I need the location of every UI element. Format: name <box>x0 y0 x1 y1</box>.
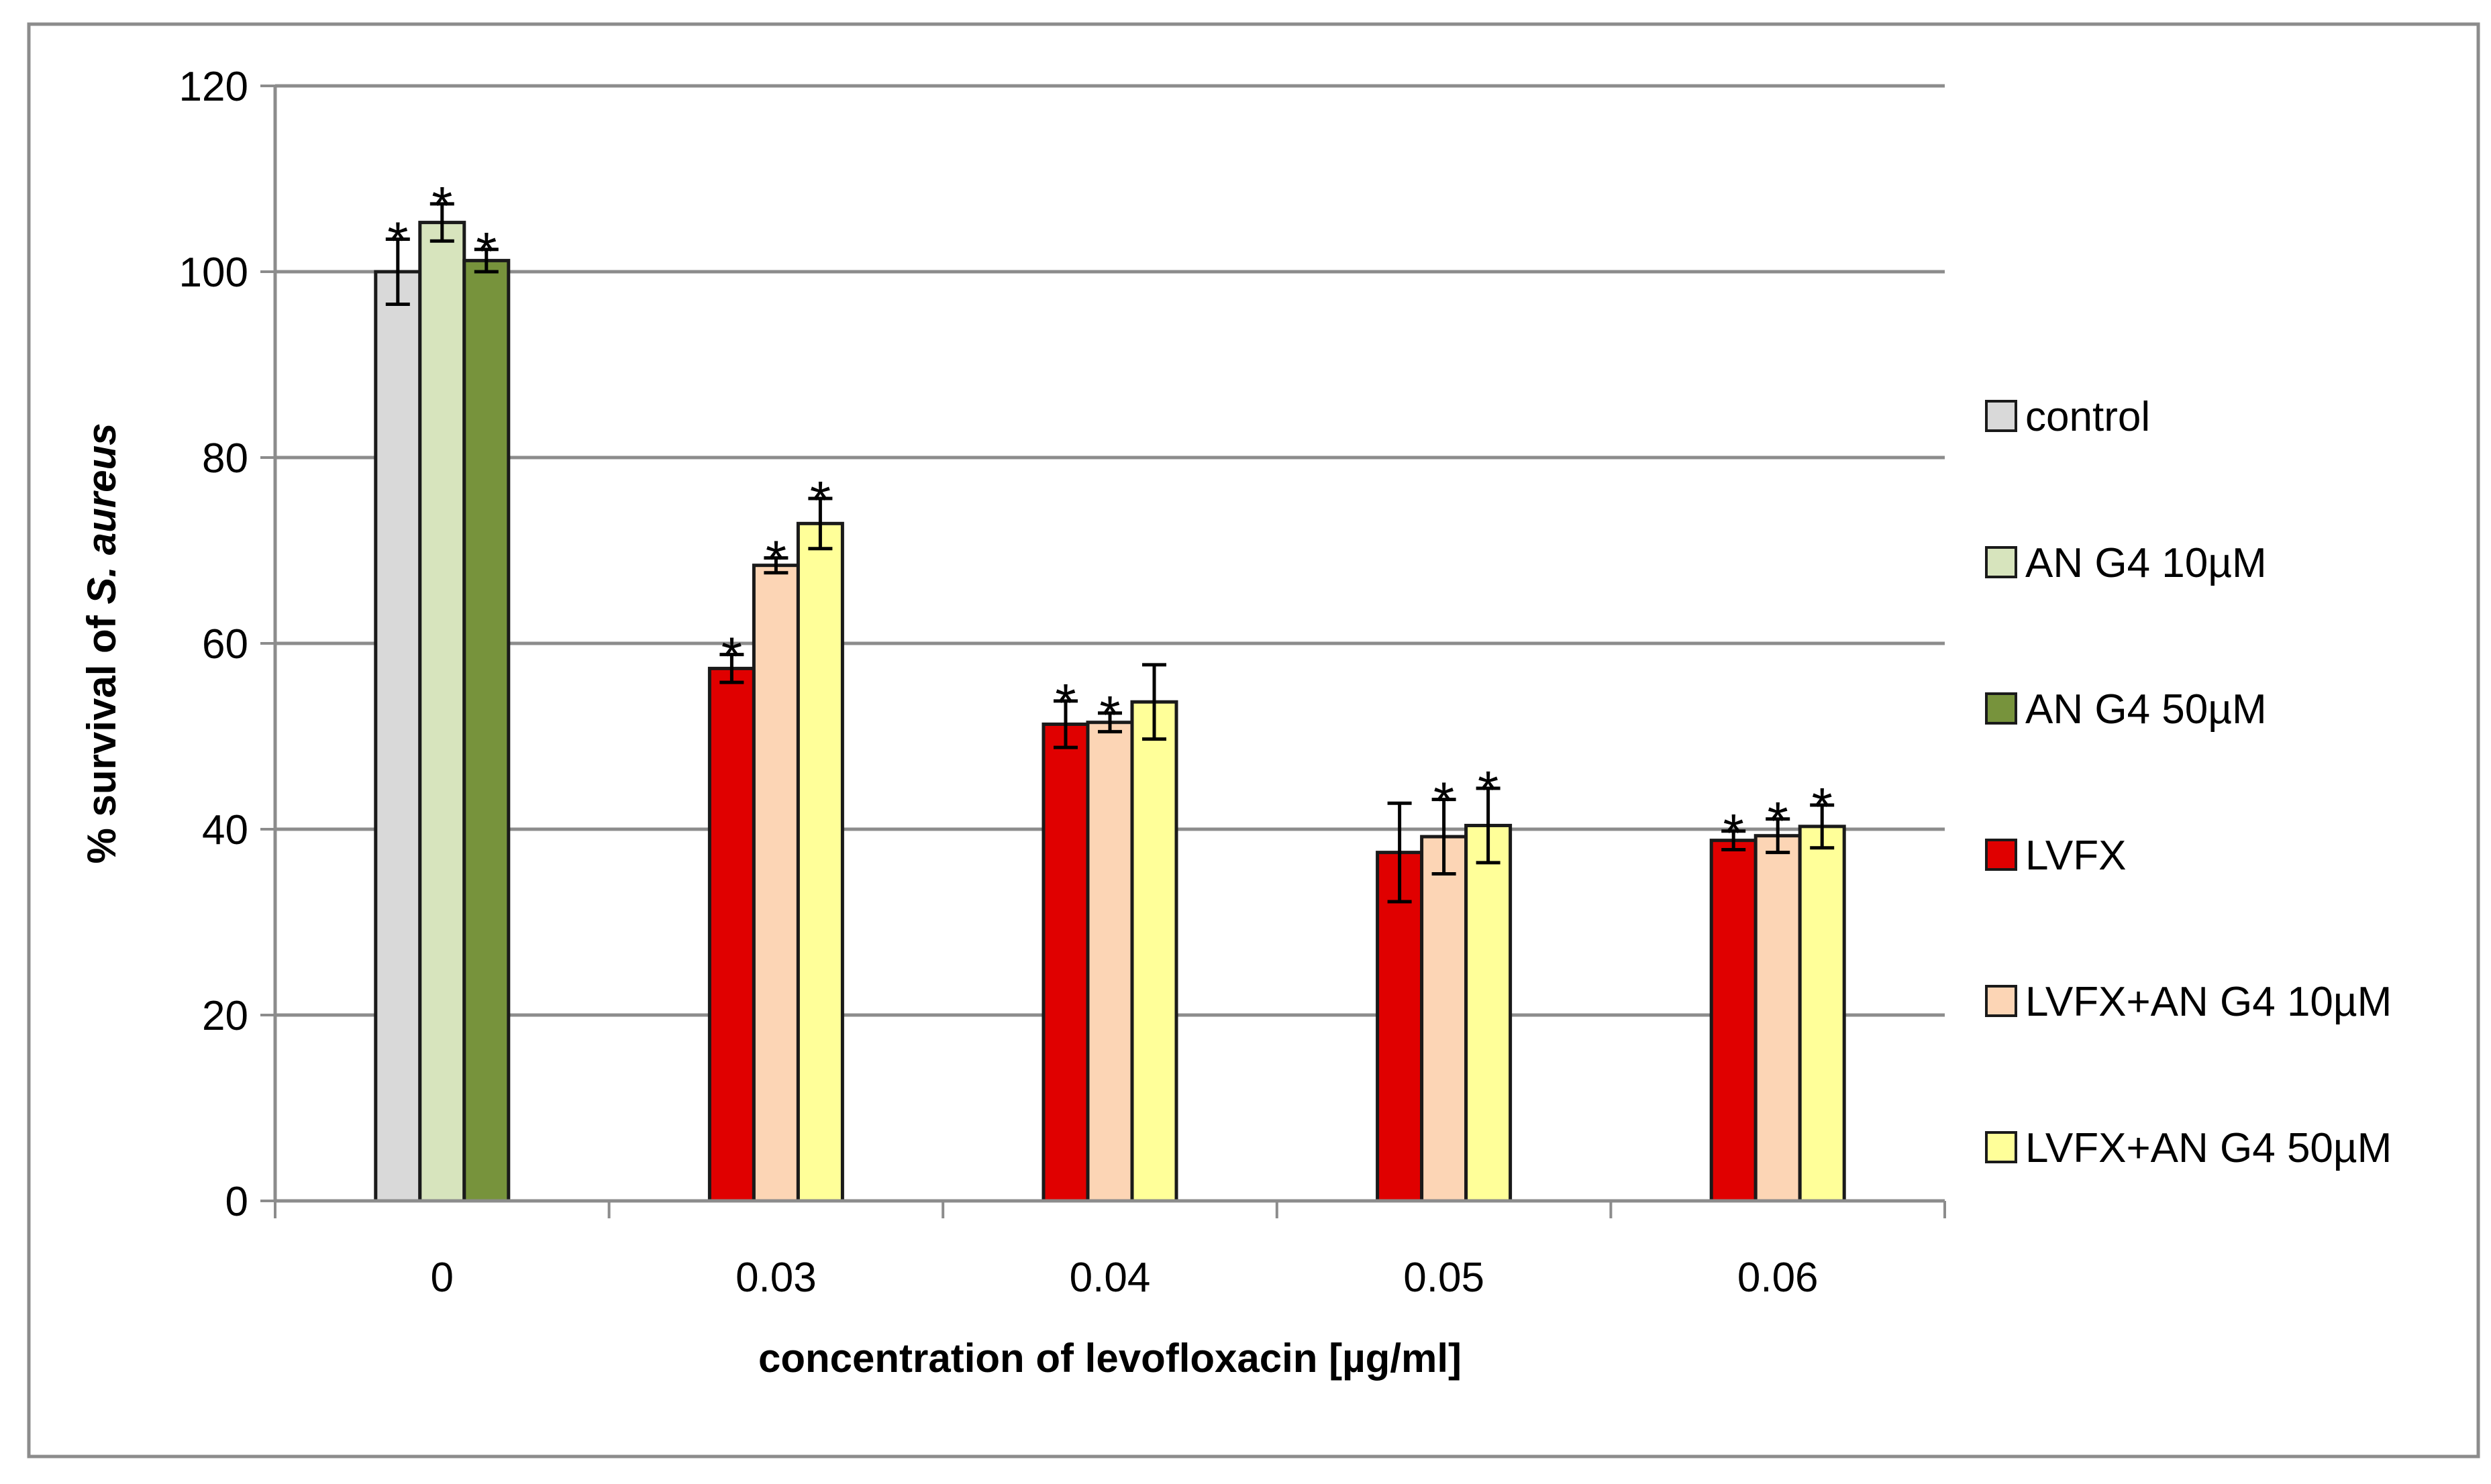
axes <box>260 85 1946 1218</box>
legend-label: control <box>2025 394 2150 440</box>
bar <box>418 221 466 1203</box>
x-tick-label: 0.05 <box>1403 1255 1484 1301</box>
significance-asterisk: * <box>1812 777 1833 837</box>
y-tick-label: 0 <box>225 1179 248 1225</box>
y-axis-title: % survival of S. aureus <box>79 423 124 864</box>
y-axis-title-species: S. aureus <box>79 423 124 604</box>
bar <box>1376 851 1424 1203</box>
bar <box>1709 839 1758 1203</box>
legend-swatch <box>1985 839 2017 871</box>
labels: 0 20 40 60 80 100 120 0 0.03 0.04 0.05 0.06 * * * * * * * *… <box>79 64 1833 1381</box>
significance-asterisk: * <box>1099 685 1120 745</box>
legend-swatch <box>1985 546 2017 578</box>
bar <box>1753 834 1802 1203</box>
error-bars <box>385 202 1835 904</box>
legend-swatch <box>1985 400 2017 432</box>
bar <box>796 521 844 1203</box>
significance-asterisk: * <box>810 470 831 530</box>
legend-label: LVFX <box>2025 833 2126 879</box>
bar <box>752 564 800 1203</box>
significance-asterisk: * <box>1433 772 1454 831</box>
x-tick-label: 0.03 <box>735 1255 817 1301</box>
gridlines <box>275 84 1945 1017</box>
y-tick-label: 100 <box>179 250 248 296</box>
bar <box>707 666 756 1203</box>
significance-asterisk: * <box>721 627 742 686</box>
x-tick-label: 0.06 <box>1737 1255 1819 1301</box>
bar <box>374 270 422 1203</box>
significance-asterisk: * <box>766 530 786 590</box>
legend-swatch <box>1985 985 2017 1017</box>
bar <box>1798 825 1846 1203</box>
y-tick-label: 120 <box>179 64 248 110</box>
legend-swatch <box>1985 1131 2017 1163</box>
significance-asterisk: * <box>1768 791 1788 851</box>
y-tick-label: 80 <box>202 435 248 482</box>
significance-asterisk: * <box>1478 760 1498 820</box>
bar <box>1130 700 1178 1203</box>
legend-label: AN G4 10µM <box>2025 540 2267 586</box>
legend-swatch <box>1985 692 2017 725</box>
x-tick-label: 0 <box>431 1255 454 1301</box>
significance-asterisk: * <box>476 221 497 281</box>
legend-label: LVFX+AN G4 10µM <box>2025 979 2392 1025</box>
bar <box>1086 721 1134 1203</box>
bar <box>1464 823 1513 1203</box>
y-axis-title-text: % survival of <box>79 604 124 864</box>
legend-label: AN G4 50µM <box>2025 686 2267 733</box>
y-tick-label: 20 <box>202 993 248 1039</box>
significance-asterisk: * <box>1723 803 1744 863</box>
y-tick-label: 60 <box>202 621 248 668</box>
significance-asterisk: * <box>431 176 452 235</box>
legend: control AN G4 10µM AN G4 50µM LVFX LVFX+AN G… <box>1985 394 2392 1171</box>
bar <box>1420 835 1468 1203</box>
bar <box>1041 722 1090 1203</box>
x-axis-title: concentration of levofloxacin [µg/ml] <box>758 1336 1462 1381</box>
significance-asterisk: * <box>1055 673 1076 733</box>
significance-asterisk: * <box>387 211 408 271</box>
y-tick-label: 40 <box>202 807 248 853</box>
legend-label: LVFX+AN G4 50µM <box>2025 1125 2392 1171</box>
x-tick-label: 0.04 <box>1070 1255 1151 1301</box>
bar <box>462 258 511 1203</box>
